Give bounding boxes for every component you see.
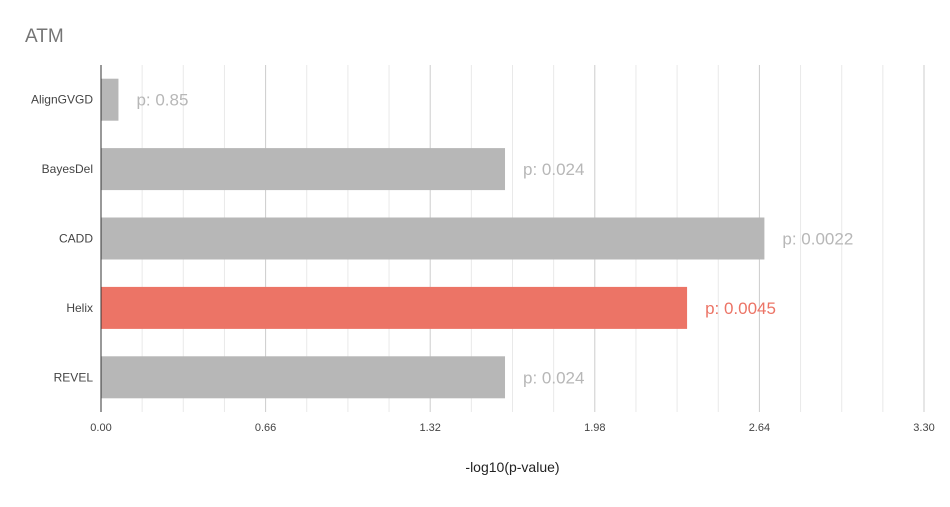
y-category-label: BayesDel [42, 162, 93, 176]
x-tick-label: 2.64 [749, 422, 770, 434]
data-label: p: 0.0022 [782, 230, 853, 249]
x-tick-label: 1.98 [584, 422, 605, 434]
x-tick-label: 1.32 [419, 422, 440, 434]
bar-helix [101, 286, 688, 329]
data-label: p: 0.024 [523, 160, 584, 179]
bar-revel [101, 356, 506, 399]
y-category-label: Helix [66, 301, 93, 315]
x-axis-title: -log10(p-value) [465, 459, 559, 475]
y-category-label: CADD [59, 232, 93, 246]
data-label: p: 0.85 [136, 91, 188, 110]
x-tick-label: 0.00 [90, 422, 111, 434]
y-category-label: REVEL [54, 370, 94, 384]
x-tick-label: 3.30 [913, 422, 934, 434]
chart-title: ATM [25, 26, 64, 47]
y-category-label: AlignGVGD [31, 93, 93, 107]
bar-cadd [101, 217, 765, 260]
bar-aligngvgd [101, 78, 119, 121]
data-label: p: 0.024 [523, 368, 584, 387]
x-tick-label: 0.66 [255, 422, 276, 434]
data-label: p: 0.0045 [705, 299, 776, 318]
bar-bayesdel [101, 148, 506, 191]
